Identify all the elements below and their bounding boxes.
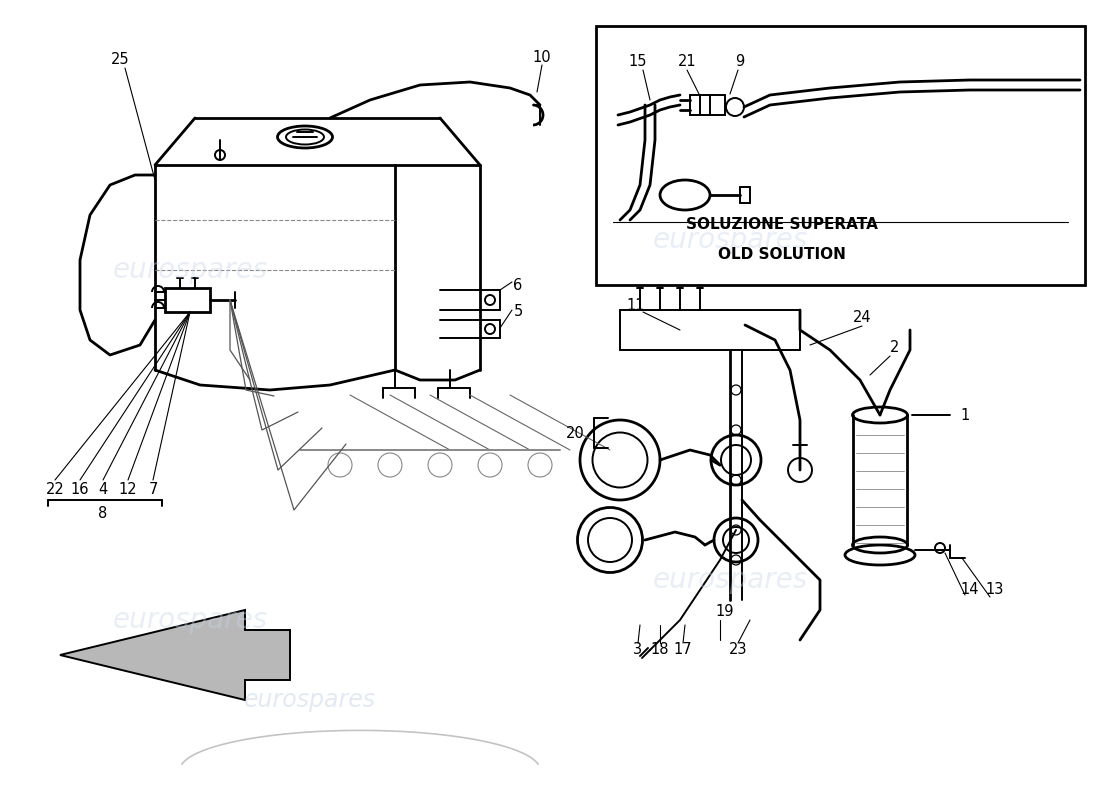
Text: 16: 16 [70,482,89,498]
Text: SOLUZIONE SUPERATA: SOLUZIONE SUPERATA [686,217,878,232]
Text: 12: 12 [119,482,138,498]
Text: 17: 17 [673,642,692,658]
Text: 23: 23 [728,642,747,658]
Text: 11: 11 [627,298,646,313]
Text: eurospares: eurospares [244,688,376,712]
Text: 6: 6 [514,278,522,293]
Bar [690,95,725,115]
Text: eurospares: eurospares [112,606,267,634]
Text: 1: 1 [960,407,969,422]
Text: 18: 18 [651,642,669,658]
Text: eurospares: eurospares [652,566,807,594]
Text: 21: 21 [678,54,696,70]
Text: 25: 25 [111,53,130,67]
Text: 19: 19 [716,605,735,619]
Text: 20: 20 [566,426,585,441]
Text: eurospares: eurospares [112,256,267,284]
Text: eurospares: eurospares [652,226,807,254]
Text: 24: 24 [852,310,871,326]
Text: OLD SOLUTION: OLD SOLUTION [718,247,846,262]
Text: 3: 3 [634,642,642,658]
Text: 22: 22 [45,482,65,498]
Text: 4: 4 [98,482,108,498]
Text: 10: 10 [532,50,551,66]
Text: 7: 7 [148,482,157,498]
Text: 5: 5 [514,305,522,319]
Text: 14: 14 [960,582,979,598]
Bar [165,288,210,312]
Text: 13: 13 [986,582,1004,598]
Text: 15: 15 [629,54,647,70]
Text: 8: 8 [98,506,108,521]
Text: 2: 2 [890,341,900,355]
Text: 9: 9 [736,54,745,70]
Polygon shape [60,610,290,700]
